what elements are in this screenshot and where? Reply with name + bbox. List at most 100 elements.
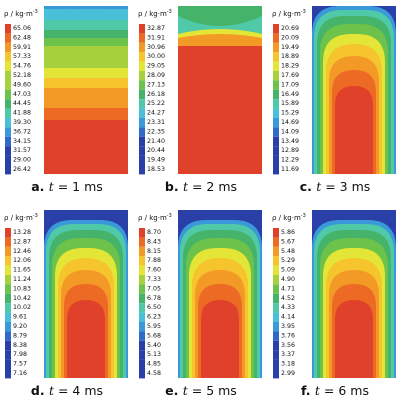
legend-tick-label: 16.49 [281,91,299,98]
legend-swatch [139,146,145,156]
panel-f: ρ / kg·m-3 5.86 5.67 5.48 5.29 5.09 4.90 4.71 4.… [268,204,402,408]
legend-tick-label: 4.90 [281,276,295,283]
legend-swatch [5,369,11,379]
legend-tick-label: 12.46 [13,248,31,255]
legend-swatch [139,275,145,285]
legend-tick-label: 13.49 [281,138,299,145]
legend-tick-label: 10.83 [13,285,31,292]
legend-swatch [5,52,11,62]
legend-tick-label: 4.52 [281,295,295,302]
panel-e: ρ / kg·m-3 8.70 8.43 8.15 7.88 7.60 7.33 7.05 6.… [134,204,268,408]
legend-tick-label: 8.43 [147,238,161,245]
legend-swatch [139,61,145,71]
legend-tick-label: 8.70 [147,229,161,236]
panel-b: ρ / kg·m-3 32.87 31.91 30.96 30.00 29.05 28.09… [134,0,268,204]
legend-tick-label: 18.29 [281,63,299,70]
legend-tick-label: 10.02 [13,304,31,311]
legend-swatch [139,127,145,137]
legend-swatch [5,24,11,34]
legend-tick-label: 9.61 [13,314,27,321]
legend-tick-label: 34.15 [13,138,31,145]
legend-tick-label: 7.16 [13,370,27,377]
legend-swatch [139,237,145,247]
legend-swatch [139,284,145,294]
legend-unit-label: ρ / kg·m-3 [138,213,172,222]
legend-tick-label: 28.09 [147,72,165,79]
legend-swatch [5,228,11,238]
panel-caption: d. t = 4 ms [0,383,134,398]
legend-tick-label: 11.24 [13,276,31,283]
legend-tick-label: 5.13 [147,351,161,358]
legend-tick-label: 22.35 [147,128,165,135]
legend-tick-label: 36.72 [13,128,31,135]
legend-tick-label: 18.89 [281,53,299,60]
legend-tick-label: 20.44 [147,147,165,154]
legend-tick-label: 41.88 [13,110,31,117]
legend-swatch [5,155,11,165]
legend-tick-label: 52.18 [13,72,31,79]
legend-swatch [5,350,11,360]
contour-field [178,210,262,378]
legend-tick-label: 11.65 [13,267,31,274]
panel-caption: c. t = 3 ms [268,179,402,194]
caption-letter: f. [301,383,315,398]
legend-tick-label: 65.06 [13,25,31,32]
legend-swatch [5,275,11,285]
legend-swatch [139,331,145,341]
caption-time: = 1 ms [53,179,103,194]
legend-tick-label: 32.87 [147,25,165,32]
legend-unit-label: ρ / kg·m-3 [272,9,306,18]
legend-tick-label: 4.71 [281,285,295,292]
legend-swatch [273,369,279,379]
legend-tick-label: 6.78 [147,295,161,302]
legend-swatch [5,312,11,322]
legend-swatch [5,237,11,247]
legend-tick-label: 7.05 [147,285,161,292]
legend-unit-label: ρ / kg·m-3 [4,213,38,222]
contour-field [178,6,262,174]
legend-swatch [5,246,11,257]
caption-time: = 4 ms [54,383,104,398]
legend-tick-label: 49.60 [13,81,31,88]
legend-swatch [5,303,11,313]
legend-tick-label: 29.05 [147,63,165,70]
legend-swatch [139,80,145,90]
legend-tick-label: 8.79 [13,332,27,339]
legend-swatch [5,331,11,341]
legend-swatch [5,33,11,43]
legend-swatch [139,322,145,332]
contour-plot: ρ / kg·m-3 65.06 62.48 59.91 57.33 54.76 52.18… [4,6,128,175]
legend-tick-label: 12.89 [281,147,299,154]
legend-swatch [273,136,279,147]
caption-variable: t [182,383,188,398]
legend-tick-label: 6.50 [147,304,161,311]
legend-swatch [5,136,11,147]
legend-swatch [5,108,11,118]
legend-swatch [5,340,11,351]
contour-plot: ρ / kg·m-3 20.69 20.09 19.49 18.89 18.29 17.69… [272,6,396,175]
caption-letter: b. [164,179,183,194]
legend-swatch [273,228,279,238]
caption-time: = 2 ms [188,179,238,194]
caption-time: = 6 ms [319,383,369,398]
legend-swatch [139,369,145,379]
legend-swatch [273,80,279,90]
legend-tick-label: 26.42 [13,166,31,173]
legend-tick-label: 3.18 [281,361,295,368]
legend-tick-label: 31.91 [147,34,165,41]
legend-tick-label: 4.33 [281,304,295,311]
legend-tick-label: 27.13 [147,81,165,88]
legend-swatch [139,340,145,351]
legend-swatch [139,165,145,175]
contour-field [312,210,396,378]
legend-tick-label: 25.22 [147,100,165,107]
legend-swatch [5,80,11,90]
legend-swatch [5,284,11,294]
legend-tick-label: 18.53 [147,166,165,173]
legend-tick-label: 5.68 [147,332,161,339]
legend-swatch [139,228,145,238]
contour-plot: ρ / kg·m-3 5.86 5.67 5.48 5.29 5.09 4.90 4.71 4.… [272,210,396,379]
contour-field [44,210,128,378]
legend-swatch [273,322,279,332]
panel-caption: a. t = 1 ms [0,179,134,194]
